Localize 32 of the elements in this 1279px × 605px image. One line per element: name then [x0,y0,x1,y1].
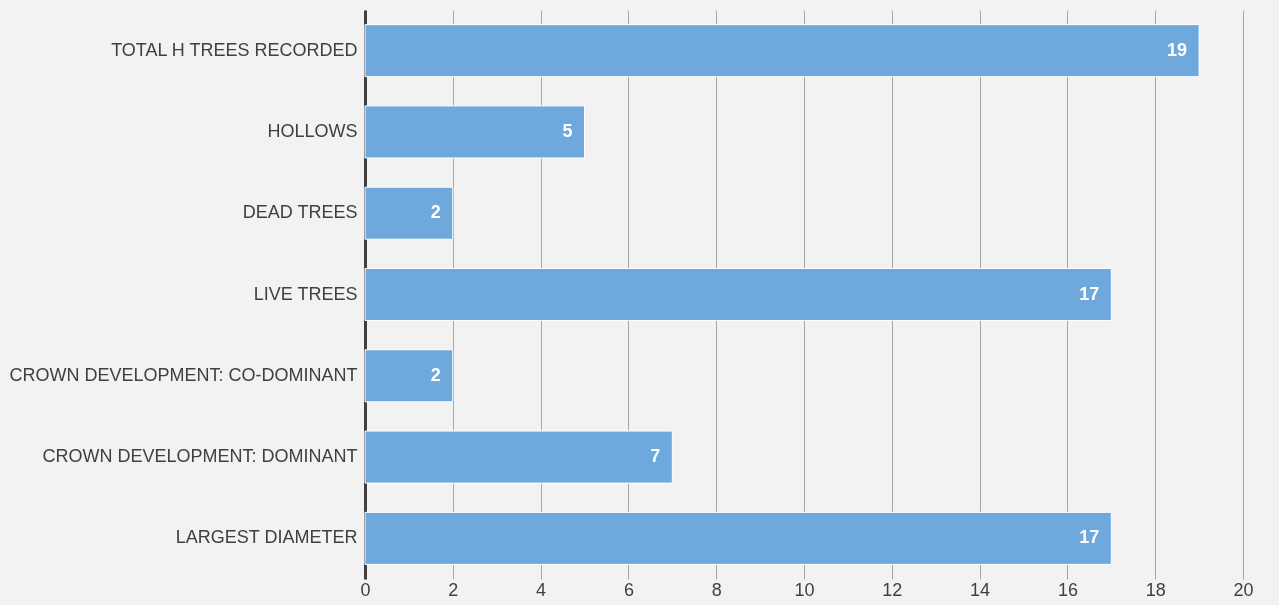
bar [364,24,1200,78]
bar [364,511,1112,565]
x-tick-label: 2 [448,579,459,600]
data-label: 19 [1167,39,1188,60]
data-label: 2 [430,364,441,385]
x-tick-label: 4 [536,579,547,600]
bar [364,186,454,240]
y-tick-label: CROWN DEVELOPMENT: CO-DOMINANT [9,364,358,385]
y-tick-label: LARGEST DIAMETER [175,527,358,548]
bar [364,267,1112,322]
y-tick-label: LIVE TREES [253,283,358,304]
data-label: 17 [1079,527,1100,548]
x-tick-label: 8 [711,579,722,600]
x-tick-label: 18 [1145,579,1166,600]
y-tick-label: HOLLOWS [267,120,358,141]
bar [364,430,673,484]
data-label: 17 [1079,283,1100,304]
y-tick-label: DEAD TREES [242,202,358,223]
x-tick-label: 0 [360,579,371,600]
bar [364,105,585,159]
data-label: 5 [562,120,573,141]
x-tick-label: 16 [1057,579,1078,600]
x-tick-label: 12 [882,579,903,600]
x-tick-label: 10 [794,579,815,600]
data-label: 2 [430,202,441,223]
y-tick-label: CROWN DEVELOPMENT: DOMINANT [42,446,358,467]
bar [364,349,454,403]
y-tick-label: TOTAL H TREES RECORDED [111,39,358,60]
x-tick-label: 6 [623,579,634,600]
x-tick-label: 14 [970,579,991,600]
x-tick-label: 20 [1233,579,1254,600]
data-label: 7 [650,446,661,467]
